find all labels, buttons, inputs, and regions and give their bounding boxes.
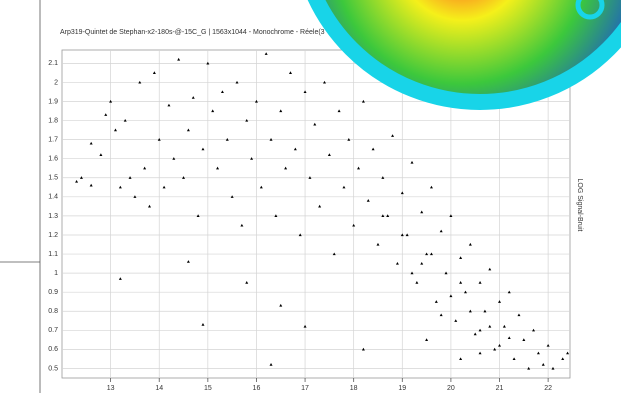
y-tick-label: 0.8 [48,308,58,315]
x-tick-label: 16 [253,385,261,392]
x-tick-label: 18 [350,385,358,392]
x-tick-label: 21 [496,385,504,392]
x-tick-label: 13 [107,385,115,392]
y-tick-label: 1 [54,270,58,277]
y-tick-label: 1.9 [48,98,58,105]
y-tick-label: 0.9 [48,289,58,296]
x-tick-label: 22 [544,385,552,392]
y-tick-label: 2 [54,79,58,86]
y-tick-label: 1.7 [48,136,58,143]
x-tick-label: 15 [204,385,212,392]
y-tick-label: 1.6 [48,156,58,163]
y-tick-label: 0.6 [48,346,58,353]
y-tick-label: 1.3 [48,213,58,220]
y-tick-label: 1.5 [48,175,58,182]
y-tick-label: 1.8 [48,117,58,124]
chart-title: Arp319-Quintet de Stephan-x2-180s-@-15C_… [60,29,325,36]
x-tick-label: 20 [447,385,455,392]
x-tick-label: 14 [155,385,163,392]
chart: Arp319-Quintet de Stephan-x2-180s-@-15C_… [0,0,621,393]
x-tick-label: 19 [398,385,406,392]
y-tick-label: 1.4 [48,194,58,201]
y-tick-label: 1.1 [48,251,58,258]
y-tick-label: 2.1 [48,60,58,67]
x-tick-label: 17 [301,385,309,392]
y-tick-label: 0.7 [48,327,58,334]
y-axis-label: LOG Signal-Bruit [576,179,583,232]
y-tick-label: 0.5 [48,365,58,372]
y-tick-label: 1.2 [48,232,58,239]
